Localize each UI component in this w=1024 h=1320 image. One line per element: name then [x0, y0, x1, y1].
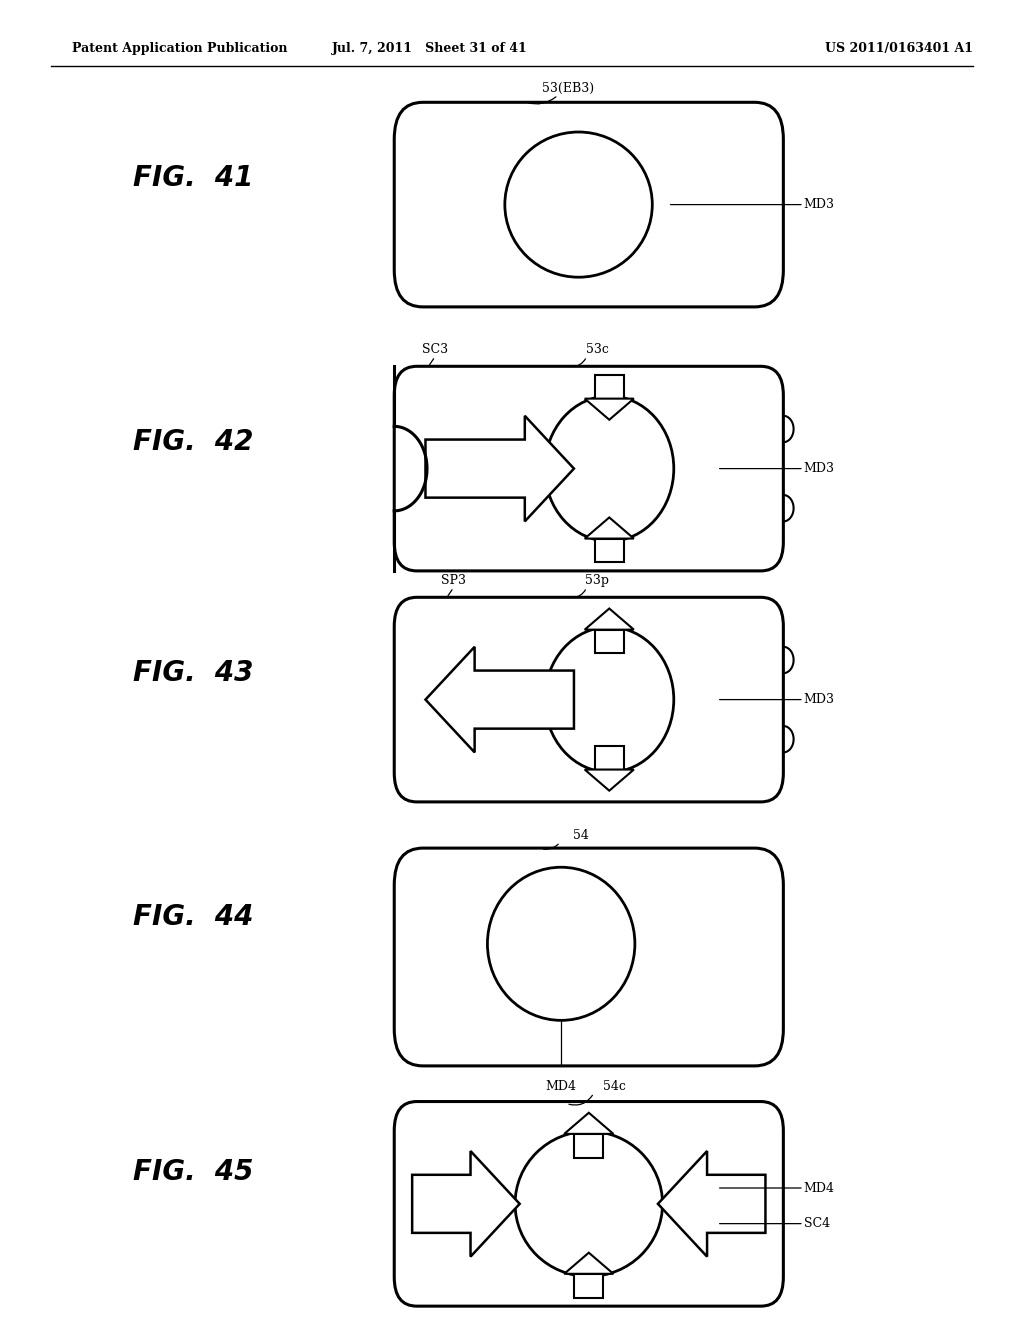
Polygon shape	[595, 375, 624, 399]
FancyBboxPatch shape	[394, 103, 783, 308]
Polygon shape	[564, 1253, 613, 1274]
FancyBboxPatch shape	[394, 597, 783, 803]
Text: SC4: SC4	[804, 1217, 830, 1230]
Text: FIG.  45: FIG. 45	[133, 1158, 254, 1187]
Text: FIG.  43: FIG. 43	[133, 659, 254, 688]
Polygon shape	[595, 539, 624, 562]
Polygon shape	[595, 746, 624, 770]
Text: FIG.  42: FIG. 42	[133, 428, 254, 457]
Polygon shape	[657, 1151, 765, 1257]
Polygon shape	[412, 1151, 520, 1257]
Text: 54: 54	[572, 829, 589, 842]
Polygon shape	[585, 399, 634, 420]
Polygon shape	[585, 517, 634, 539]
Text: MD4: MD4	[546, 1080, 577, 1093]
FancyBboxPatch shape	[394, 847, 783, 1067]
Text: FIG.  44: FIG. 44	[133, 903, 254, 932]
FancyBboxPatch shape	[394, 1101, 783, 1307]
Polygon shape	[585, 770, 634, 791]
Text: 53(EB3): 53(EB3)	[543, 82, 594, 95]
Polygon shape	[595, 630, 624, 653]
Text: SC3: SC3	[422, 343, 449, 356]
Ellipse shape	[487, 867, 635, 1020]
Text: MD4: MD4	[804, 1181, 835, 1195]
Ellipse shape	[505, 132, 652, 277]
Text: FIG.  41: FIG. 41	[133, 164, 254, 193]
Text: US 2011/0163401 A1: US 2011/0163401 A1	[824, 42, 973, 55]
Text: SP3: SP3	[441, 574, 466, 587]
Polygon shape	[574, 1134, 603, 1158]
Text: Jul. 7, 2011   Sheet 31 of 41: Jul. 7, 2011 Sheet 31 of 41	[332, 42, 528, 55]
Polygon shape	[564, 1113, 613, 1134]
Ellipse shape	[545, 396, 674, 541]
Text: 53c: 53c	[586, 343, 608, 356]
Polygon shape	[426, 647, 573, 752]
Text: MD3: MD3	[804, 462, 835, 475]
Text: MD3: MD3	[804, 693, 835, 706]
Polygon shape	[426, 416, 573, 521]
Ellipse shape	[545, 627, 674, 772]
Text: MD3: MD3	[804, 198, 835, 211]
Text: 53p: 53p	[585, 574, 609, 587]
Polygon shape	[585, 609, 634, 630]
FancyBboxPatch shape	[394, 366, 783, 570]
Text: Patent Application Publication: Patent Application Publication	[72, 42, 287, 55]
Ellipse shape	[515, 1131, 663, 1276]
Text: 54c: 54c	[603, 1080, 626, 1093]
Polygon shape	[574, 1274, 603, 1298]
